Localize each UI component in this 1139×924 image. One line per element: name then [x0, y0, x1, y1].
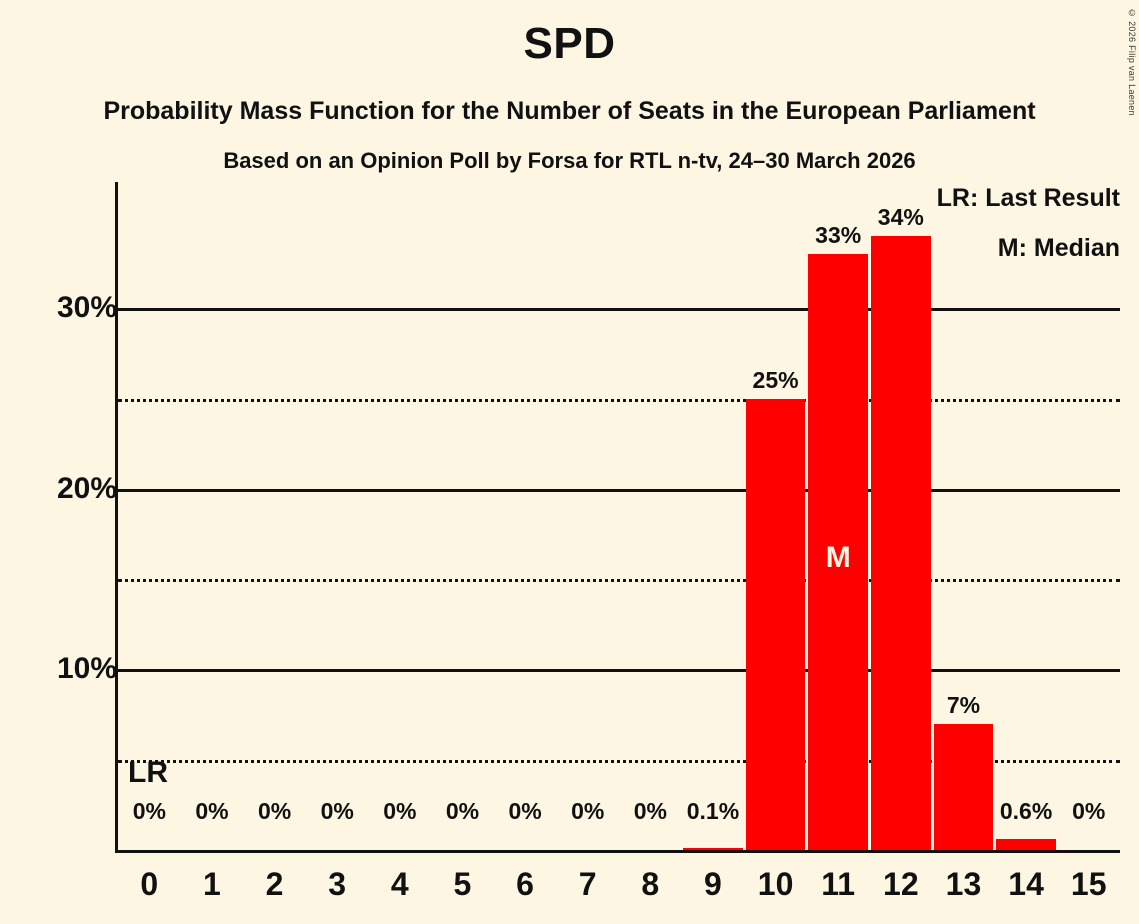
x-tick-label-7: 7: [578, 866, 597, 902]
chart-title: SPD: [523, 19, 616, 68]
x-tick-label-11: 11: [821, 866, 856, 902]
chart-legend: LR: Last Result M: Median: [937, 186, 1120, 261]
bar-value-label-2: 0%: [257, 798, 292, 824]
x-tick-label-4: 4: [390, 866, 409, 902]
x-tick-label-0: 0: [140, 866, 159, 902]
bar-seat-14: [996, 839, 1056, 850]
bar-value-label-7: 0%: [571, 798, 605, 824]
bar-value-label-4: 0%: [383, 798, 417, 824]
bar-value-label-3: 0%: [320, 798, 354, 824]
gridline-10pct: [118, 669, 1120, 673]
bar-seat-11: [808, 254, 868, 850]
x-tick-label-8: 8: [641, 866, 660, 902]
y-tick-label-30%: 30%: [56, 291, 117, 325]
bar-value-label-9: 0.1%: [686, 798, 740, 824]
y-tick-label-10%: 10%: [56, 652, 117, 686]
x-tick-label-3: 3: [328, 866, 347, 902]
x-tick-label-1: 1: [203, 866, 221, 902]
bar-value-label-8: 0%: [633, 798, 667, 824]
bar-seat-13: [933, 723, 994, 850]
median-marker: M: [825, 541, 851, 575]
y-tick-label-20%: 20%: [56, 471, 117, 505]
gridline-25pct: [118, 398, 1120, 402]
chart-source-subtitle: Based on an Opinion Poll by Forsa for RT…: [223, 148, 916, 173]
chart-subtitle: Probability Mass Function for the Number…: [103, 97, 1036, 125]
bar-value-label-0: 0%: [132, 798, 166, 824]
copyright-notice: © 2026 Filip van Laenen: [1127, 8, 1137, 116]
x-tick-label-10: 10: [757, 866, 794, 902]
plot-area: 0% 0% 0% 0% 0% 0% 0% 0% 0% 0.1% 25% 33% M 34% 7% 0.6% 0%…: [115, 182, 1120, 853]
bar-value-label-10: 25%: [752, 366, 799, 393]
bar-value-label-15: 0%: [1072, 798, 1106, 824]
bar-value-label-6: 0%: [508, 798, 542, 824]
bar-value-label-12: 34%: [877, 204, 924, 231]
gridline-20pct: [118, 488, 1120, 492]
gridline-5pct: [118, 759, 1120, 763]
y-axis-line: [115, 182, 118, 850]
x-tick-label-12: 12: [883, 866, 919, 902]
x-tick-label-2: 2: [265, 866, 284, 902]
gridline-15pct: [118, 579, 1120, 583]
bar-seat-10: [745, 398, 806, 850]
bar-value-label-11: 33%: [815, 222, 862, 249]
bar-value-label-1: 0%: [195, 798, 229, 824]
x-tick-label-5: 5: [453, 866, 472, 902]
legend-item-median: M: Median: [997, 234, 1120, 262]
x-tick-label-15: 15: [1070, 866, 1107, 902]
bar-value-label-14: 0.6%: [999, 798, 1053, 824]
x-tick-label-6: 6: [516, 866, 534, 902]
bar-seat-12: [871, 236, 931, 850]
bar-seat-9: [683, 848, 743, 850]
bar-value-label-13: 7%: [946, 691, 981, 718]
legend-item-last-result: LR: Last Result: [936, 184, 1120, 212]
x-tick-label-9: 9: [704, 866, 722, 902]
bar-value-label-5: 0%: [445, 798, 480, 824]
gridline-30pct: [118, 308, 1120, 312]
title-block: SPD Probability Mass Function for the Nu…: [0, 0, 1139, 172]
x-tick-label-13: 13: [945, 866, 982, 902]
x-tick-label-14: 14: [1008, 866, 1044, 902]
last-result-marker: LR: [128, 755, 168, 789]
x-axis-line: [115, 850, 1120, 853]
